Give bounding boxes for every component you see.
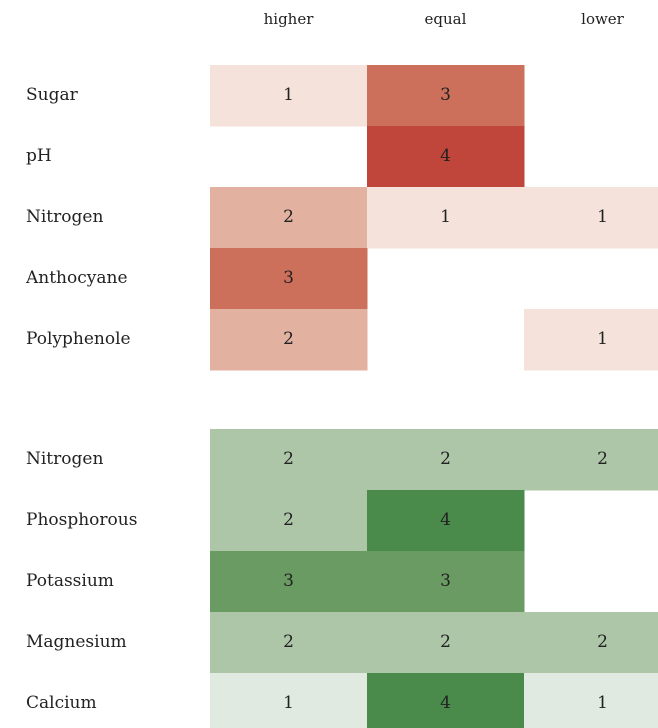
heat-cell — [367, 490, 525, 552]
heat-cell — [367, 551, 525, 613]
cell-label: 1 — [283, 85, 294, 105]
cell-label: 3 — [283, 571, 294, 591]
cell-label: 3 — [440, 85, 451, 105]
cell-label: 2 — [440, 632, 451, 652]
row-label: Nitrogen — [26, 207, 103, 227]
heat-cell — [524, 309, 658, 371]
heat-cell — [367, 187, 525, 249]
cell-label: 4 — [440, 693, 451, 713]
row-label: pH — [26, 146, 52, 166]
heat-cell — [367, 429, 525, 491]
column-label: equal — [425, 10, 467, 28]
row-label: Anthocyane — [25, 268, 128, 288]
heat-cell — [524, 612, 658, 674]
heat-cell — [367, 126, 525, 188]
row-label: Phosphorous — [26, 510, 137, 530]
heat-cell — [210, 65, 368, 127]
cell-label: 2 — [440, 449, 451, 469]
heat-cell — [210, 673, 368, 728]
cell-label: 3 — [283, 268, 294, 288]
cell-label: 4 — [440, 146, 451, 166]
row-label: Calcium — [26, 693, 97, 713]
cell-label: 3 — [440, 571, 451, 591]
heat-cell — [210, 429, 368, 491]
cell-label: 1 — [597, 207, 608, 227]
heat-cell — [210, 612, 368, 674]
column-label: higher — [264, 10, 315, 28]
cell-label: 2 — [597, 449, 608, 469]
cell-label: 2 — [283, 329, 294, 349]
heat-cell — [210, 490, 368, 552]
heat-cell — [367, 673, 525, 728]
row-label: Polyphenole — [26, 329, 131, 349]
cell-label: 2 — [597, 632, 608, 652]
cell-label: 2 — [283, 207, 294, 227]
heat-cell — [210, 248, 368, 310]
heat-cell — [210, 309, 368, 371]
cell-label: 4 — [440, 510, 451, 530]
cell-label: 2 — [283, 510, 294, 530]
cell-label: 2 — [283, 632, 294, 652]
cell-label: 2 — [283, 449, 294, 469]
row-label: Magnesium — [26, 632, 127, 652]
row-label: Sugar — [26, 85, 79, 105]
cell-label: 1 — [283, 693, 294, 713]
cell-label: 1 — [440, 207, 451, 227]
cell-label: 1 — [597, 693, 608, 713]
heat-cell — [210, 187, 368, 249]
heat-cell — [524, 187, 658, 249]
row-label: Potassium — [26, 571, 114, 591]
heat-cell — [210, 551, 368, 613]
column-label: lower — [581, 10, 625, 28]
heat-cell — [367, 65, 525, 127]
row-label: Nitrogen — [26, 449, 103, 469]
heat-cell — [367, 612, 525, 674]
heat-cell — [524, 429, 658, 491]
cell-label: 1 — [597, 329, 608, 349]
heat-cell — [524, 673, 658, 728]
